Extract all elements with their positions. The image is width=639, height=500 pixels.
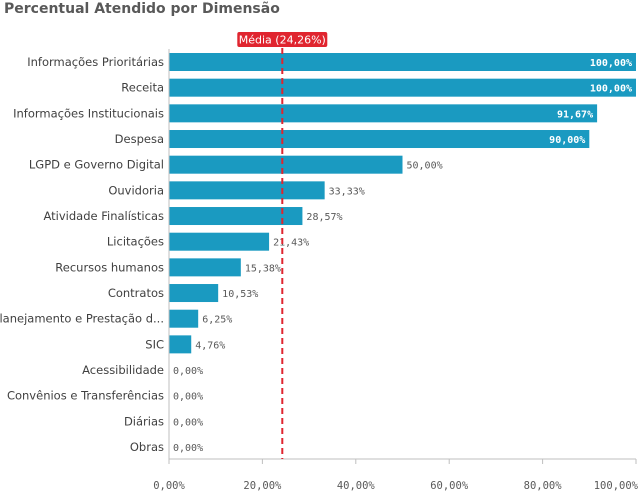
value-label: 6,25%	[202, 315, 232, 326]
value-label: 0,00%	[173, 366, 203, 377]
category-label: Convênios e Transferências	[7, 389, 164, 403]
average-label: Média (24,26%)	[239, 34, 326, 47]
x-tick-label: 20,00%	[243, 480, 282, 492]
bar[interactable]	[169, 130, 590, 149]
category-label: Informações Prioritárias	[27, 55, 164, 69]
bar[interactable]	[169, 232, 270, 251]
bar[interactable]	[169, 181, 325, 200]
bar[interactable]	[169, 155, 403, 174]
value-label: 0,00%	[173, 392, 203, 403]
category-label: Recursos humanos	[55, 260, 164, 274]
category-label: LGPD e Governo Digital	[29, 158, 164, 172]
bar[interactable]	[169, 309, 199, 328]
value-label: 100,00%	[590, 58, 632, 69]
category-label: Planejamento e Prestação d...	[0, 312, 164, 326]
x-axis: 0,00% 20,00% 40,00% 60,00% 80,00% 100,00%	[153, 49, 639, 492]
category-label: Despesa	[115, 132, 164, 146]
value-label: 15,38%	[245, 263, 281, 274]
category-label: Informações Institucionais	[13, 106, 164, 120]
bar[interactable]	[169, 78, 636, 97]
category-label: Atividade Finalísticas	[43, 209, 164, 223]
value-label: 28,57%	[306, 212, 342, 223]
x-tick-label: 40,00%	[337, 480, 376, 492]
bar[interactable]	[169, 104, 598, 123]
x-tick-label: 100,00%	[594, 480, 639, 492]
category-label: Obras	[130, 440, 164, 454]
value-label: 0,00%	[173, 417, 203, 428]
bar[interactable]	[169, 284, 219, 303]
value-label: 21,43%	[273, 238, 309, 249]
bars-layer: Informações Prioritárias 100,00% Receita 10…	[0, 53, 636, 454]
x-tick-label: 60,00%	[430, 480, 469, 492]
category-label: Diárias	[124, 414, 164, 428]
x-tick-label: 80,00%	[524, 480, 563, 492]
chart-title: Percentual Atendido por Dimensão	[4, 1, 280, 17]
bar[interactable]	[169, 258, 241, 277]
value-label: 91,67%	[557, 109, 593, 120]
value-label: 50,00%	[407, 161, 443, 172]
category-label: SIC	[145, 337, 164, 351]
value-label: 10,53%	[222, 289, 258, 300]
average-reference-line: Média (24,26%)	[237, 32, 328, 459]
category-label: Licitações	[107, 235, 164, 249]
value-label: 4,76%	[195, 340, 225, 351]
bar[interactable]	[169, 53, 636, 71]
bar[interactable]	[169, 207, 303, 226]
x-tick-label: 0,00%	[153, 480, 185, 492]
average-label-badge	[237, 32, 328, 47]
category-label: Contratos	[108, 286, 164, 300]
value-label: 33,33%	[329, 186, 365, 197]
value-label: 100,00%	[590, 84, 632, 95]
value-label: 90,00%	[549, 135, 585, 146]
category-label: Receita	[121, 81, 164, 95]
category-label: Ouvidoria	[108, 183, 164, 197]
bar[interactable]	[169, 335, 192, 354]
value-label: 0,00%	[173, 443, 203, 454]
category-label: Acessibilidade	[82, 363, 164, 377]
